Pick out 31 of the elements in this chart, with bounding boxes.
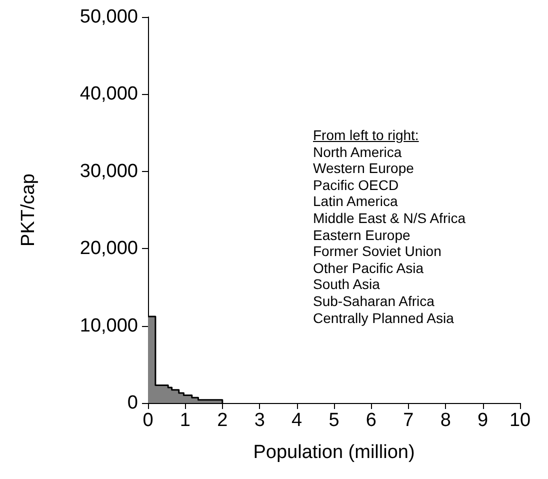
annotation: South Asia: [313, 276, 381, 293]
x-tick-label: 3: [254, 410, 265, 431]
annotation: North America: [313, 144, 403, 160]
annotation: Middle East & N/S Africa: [313, 210, 466, 227]
x-tick-label: 6: [366, 410, 376, 431]
annotation: Other Pacific Asia: [313, 260, 424, 276]
x-tick-label: 4: [292, 410, 303, 431]
annotation: Sub-Saharan Africa: [313, 292, 436, 310]
x-tick-label: 8: [440, 410, 451, 431]
x-tick-label: 7: [403, 410, 414, 431]
x-tick-label: 5: [328, 410, 340, 431]
x-axis-title: Population (million): [253, 442, 415, 463]
y-tick-label: 50,000: [80, 6, 138, 28]
y-tick-label: 40,000: [80, 84, 138, 105]
annotation: Former Soviet Union: [313, 243, 442, 260]
x-tick-label: 10: [509, 410, 531, 431]
y-axis-title: PKT/cap: [18, 174, 39, 246]
x-tick-label: 1: [180, 410, 190, 431]
annotation: Pacific OECD: [313, 176, 400, 194]
x-tick-label: 2: [217, 410, 228, 431]
annotation: From left to right:: [313, 127, 420, 144]
annotation: Latin America: [313, 193, 399, 210]
annotation: Western Europe: [313, 160, 415, 177]
annotation: Centrally Planned Asia: [313, 310, 455, 326]
y-tick-label: 0: [127, 392, 138, 414]
x-tick-label: 0: [142, 410, 154, 431]
y-tick-label: 20,000: [80, 238, 138, 260]
y-tick-label: 30,000: [80, 160, 138, 182]
annotation: Eastern Europe: [313, 226, 412, 244]
y-tick-label: 10,000: [80, 315, 138, 336]
x-tick-label: 9: [478, 410, 488, 431]
